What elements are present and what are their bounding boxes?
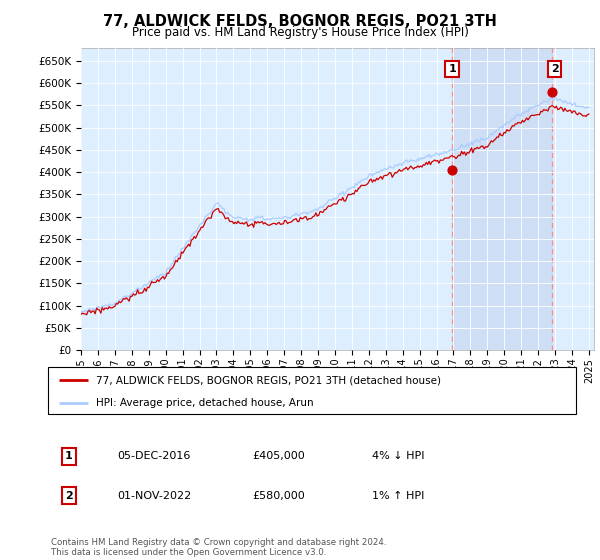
- Text: Contains HM Land Registry data © Crown copyright and database right 2024.
This d: Contains HM Land Registry data © Crown c…: [51, 538, 386, 557]
- Text: 4% ↓ HPI: 4% ↓ HPI: [372, 451, 425, 461]
- Point: [547, 87, 557, 96]
- Text: 1% ↑ HPI: 1% ↑ HPI: [372, 491, 424, 501]
- Text: 2: 2: [551, 64, 559, 74]
- Text: 1: 1: [448, 64, 456, 74]
- Text: 77, ALDWICK FELDS, BOGNOR REGIS, PO21 3TH (detached house): 77, ALDWICK FELDS, BOGNOR REGIS, PO21 3T…: [95, 375, 440, 385]
- Text: 05-DEC-2016: 05-DEC-2016: [117, 451, 190, 461]
- Bar: [452, 48, 552, 350]
- Text: £405,000: £405,000: [252, 451, 305, 461]
- Text: HPI: Average price, detached house, Arun: HPI: Average price, detached house, Arun: [95, 398, 313, 408]
- Text: Price paid vs. HM Land Registry's House Price Index (HPI): Price paid vs. HM Land Registry's House …: [131, 26, 469, 39]
- Text: 77, ALDWICK FELDS, BOGNOR REGIS, PO21 3TH: 77, ALDWICK FELDS, BOGNOR REGIS, PO21 3T…: [103, 14, 497, 29]
- FancyBboxPatch shape: [48, 367, 576, 414]
- Text: 1: 1: [65, 451, 73, 461]
- Text: £580,000: £580,000: [252, 491, 305, 501]
- Text: 2: 2: [65, 491, 73, 501]
- Text: 01-NOV-2022: 01-NOV-2022: [117, 491, 191, 501]
- Point: [448, 165, 457, 174]
